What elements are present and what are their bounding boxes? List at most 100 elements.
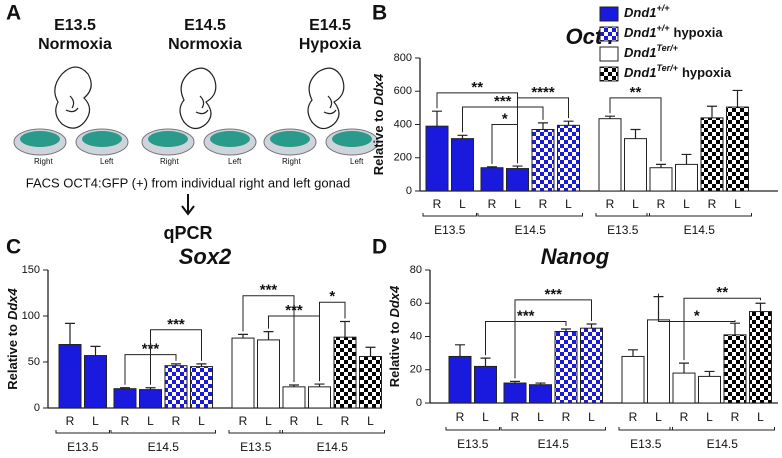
gonad-label: Right — [34, 157, 53, 166]
error-bar — [90, 345, 101, 356]
group-label: E14.5 — [707, 437, 739, 451]
x-tick-label: L — [757, 410, 764, 424]
bar — [624, 138, 647, 192]
bar — [257, 339, 280, 409]
group-bracket — [618, 427, 673, 431]
y-tick-label: 150 — [22, 264, 40, 276]
y-axis-label: Relative to Ddx4 — [5, 287, 20, 389]
group-label: E13.5 — [457, 437, 489, 451]
x-tick-label: R — [239, 414, 248, 428]
x-tick-label: L — [655, 410, 662, 424]
bar — [448, 355, 472, 404]
group-label: E13.5 — [434, 223, 466, 237]
error-bar — [535, 382, 546, 385]
x-tick-label: R — [606, 197, 615, 211]
y-axis-label-text: Relative to — [371, 109, 386, 175]
y-tick-label: 800 — [394, 52, 412, 64]
x-tick-label: R — [629, 410, 638, 424]
bar — [647, 319, 670, 404]
x-tick-label: R — [433, 197, 442, 211]
bar — [231, 337, 255, 409]
error-bar — [238, 333, 248, 339]
significance: *** — [494, 93, 512, 110]
x-tick-label: L — [537, 410, 544, 424]
group-bracket — [595, 213, 650, 217]
y-tick-label: 600 — [394, 85, 412, 97]
legend-condition: hypoxia — [682, 65, 732, 80]
bar — [580, 327, 603, 404]
x-tick-label: L — [92, 414, 99, 428]
assay: qPCR — [164, 223, 213, 243]
panel-a: E13.5 Normoxia E14.5 Normoxia E14.5 Hypo… — [13, 17, 379, 243]
error-bar — [730, 322, 740, 335]
legend-gene: Dnd1 — [624, 45, 657, 60]
error-bar — [120, 387, 130, 389]
x-tick-label: L — [265, 414, 272, 428]
group-label: E13.5 — [240, 440, 272, 454]
y-axis-label-text: Relative to — [5, 324, 20, 390]
significance: *** — [544, 286, 562, 303]
error-bar — [365, 346, 376, 357]
legend-entry: Dnd1+/+ — [624, 3, 670, 20]
significance: * — [329, 288, 335, 305]
x-tick-label: L — [482, 410, 489, 424]
significance: ** — [471, 79, 483, 96]
significance: *** — [260, 282, 278, 299]
legend-genotype: Ter/+ — [657, 63, 679, 73]
stage: E13.5 — [54, 17, 96, 34]
x-tick-label: R — [511, 410, 520, 424]
error-bar — [681, 153, 692, 165]
gonads — [13, 128, 379, 156]
error-bar — [538, 122, 548, 130]
significance: *** — [167, 316, 185, 333]
error-bar — [679, 362, 689, 374]
y-tick-label: 400 — [394, 118, 412, 130]
significance: *** — [517, 308, 535, 325]
significance: **** — [531, 84, 555, 101]
significance-bracket — [683, 297, 761, 361]
bar — [190, 366, 213, 409]
oxygen: Normoxia — [38, 36, 112, 53]
x-tick-label: L — [565, 197, 572, 211]
group-label: E14.5 — [684, 223, 716, 237]
bar — [726, 106, 749, 192]
bar — [675, 163, 698, 192]
bar — [672, 372, 696, 404]
bar — [58, 344, 82, 409]
error-bar — [561, 328, 571, 332]
significance-bracket — [491, 124, 518, 164]
bar — [425, 125, 449, 192]
error-bar — [656, 163, 666, 168]
error-bar — [314, 383, 325, 387]
panel-label: C — [6, 236, 21, 259]
error-bar — [704, 370, 715, 377]
panel-label: D — [372, 236, 387, 259]
error-bar — [512, 165, 523, 169]
bar — [282, 386, 306, 409]
x-tick-label: L — [514, 197, 521, 211]
x-tick-label: R — [456, 410, 465, 424]
bar — [557, 124, 580, 192]
legend-condition: hypoxia — [674, 25, 724, 40]
oxygen: Normoxia — [168, 36, 242, 53]
error-bar — [263, 331, 274, 340]
x-tick-label: R — [488, 197, 497, 211]
x-tick-label: L — [367, 414, 374, 428]
significance-bracket — [150, 329, 202, 385]
significance: *** — [285, 302, 303, 319]
significance-bracket — [485, 321, 567, 356]
significance-bracket — [658, 293, 736, 323]
legend-genotype: Ter/+ — [657, 43, 679, 53]
x-tick-label: L — [316, 414, 323, 428]
group-label: E14.5 — [538, 437, 570, 451]
legend-swatch — [599, 26, 619, 42]
group-label: E13.5 — [67, 440, 99, 454]
bar — [621, 355, 645, 404]
x-tick-label: L — [683, 197, 690, 211]
legend-genotype: +/+ — [657, 3, 671, 13]
y-axis-label-gene: Ddx4 — [387, 285, 402, 318]
x-tick-label: R — [562, 410, 571, 424]
legend-swatch — [599, 66, 619, 82]
group-bracket — [279, 430, 385, 434]
gonad-label: Left — [100, 157, 114, 166]
